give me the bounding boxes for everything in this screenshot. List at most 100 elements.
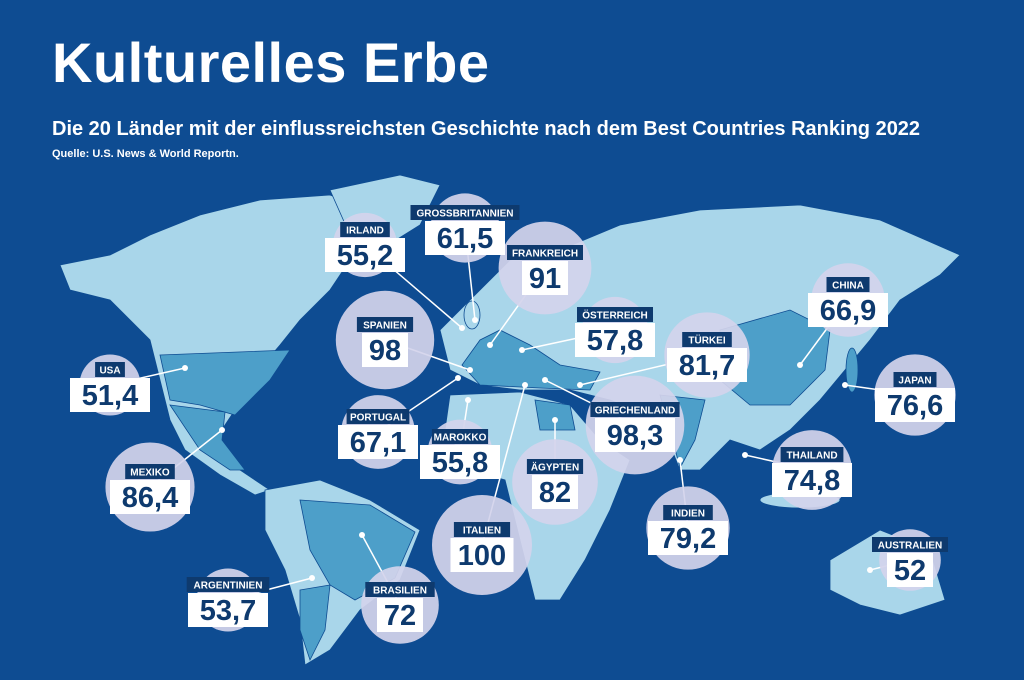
value-label: 67,1 <box>350 427 406 459</box>
value-label: 98,3 <box>607 420 663 452</box>
country-name: ÄGYPTEN <box>531 461 579 474</box>
value-label: 55,2 <box>337 240 393 272</box>
mexico-shape <box>169 404 246 471</box>
value-label: 51,4 <box>82 380 138 412</box>
value-box <box>325 238 405 272</box>
anchor-dot <box>867 567 873 573</box>
name-box <box>95 362 125 377</box>
value-box <box>875 388 955 422</box>
value-box <box>595 418 675 452</box>
value-box <box>362 333 408 367</box>
anchor-dot <box>519 347 525 353</box>
anchor-dot <box>542 377 548 383</box>
country-name: IRLAND <box>346 226 384 237</box>
name-box <box>507 245 583 260</box>
country-name: CHINA <box>832 281 864 292</box>
value-box <box>110 480 190 514</box>
country-name: GRIECHENLAND <box>595 406 676 417</box>
anchor-dot <box>465 397 471 403</box>
country-name: SPANIEN <box>363 321 407 332</box>
uk-shape <box>463 300 481 330</box>
country-name: USA <box>99 366 120 377</box>
country-name: TÜRKEI <box>688 334 725 347</box>
value-box <box>522 261 568 295</box>
anchor-dot <box>797 362 803 368</box>
value-box <box>648 521 728 555</box>
name-box <box>356 317 414 332</box>
anchor-dot <box>309 575 315 581</box>
anchor-dot <box>522 382 528 388</box>
name-box <box>125 464 175 479</box>
name-box <box>431 429 489 444</box>
value-label: 100 <box>458 540 506 572</box>
country-name: FRANKREICH <box>512 249 578 260</box>
europe-shape <box>461 329 601 391</box>
name-box <box>893 372 937 387</box>
value-label: 82 <box>539 477 571 509</box>
value-box <box>188 593 268 627</box>
value-box <box>338 425 418 459</box>
value-label: 53,7 <box>200 595 256 627</box>
anchor-dot <box>487 342 493 348</box>
egypt-shape <box>534 399 576 431</box>
name-box <box>365 582 435 597</box>
name-box <box>526 459 584 474</box>
bubbles: USA 51,4 IRLAND 55,2 GROSSBRITANNIEN 61,5 FRAN… <box>70 193 956 644</box>
value-box <box>575 323 655 357</box>
name-box <box>346 409 410 424</box>
value-box <box>377 598 423 632</box>
anchor-dot <box>359 532 365 538</box>
country-name: BRASILIEN <box>373 586 427 597</box>
argentina-shape <box>299 584 331 662</box>
name-box <box>682 332 732 347</box>
value-box <box>772 463 852 497</box>
value-box <box>667 348 747 382</box>
name-box <box>577 307 653 322</box>
country-name: ARGENTINIEN <box>194 581 263 592</box>
country-name: AUSTRALIEN <box>878 541 942 552</box>
title: Kulturelles Erbe <box>52 31 490 94</box>
name-box <box>340 222 390 237</box>
country-name: ITALIEN <box>463 526 501 537</box>
value-label: 81,7 <box>679 350 735 382</box>
source: Quelle: U.S. News & World Reportn. <box>52 148 239 160</box>
name-box <box>410 205 520 220</box>
value-box <box>532 475 578 509</box>
value-label: 57,8 <box>587 325 643 357</box>
value-label: 79,2 <box>660 523 716 555</box>
anchor-dot <box>552 417 558 423</box>
anchor-dot <box>577 382 583 388</box>
value-label: 72 <box>384 600 416 632</box>
country-name: THAILAND <box>786 451 837 462</box>
name-box <box>663 505 713 520</box>
value-label: 52 <box>894 555 926 587</box>
anchor-dot <box>467 367 473 373</box>
name-box <box>826 277 870 292</box>
value-box <box>425 221 505 255</box>
country-name: GROSSBRITANNIEN <box>416 209 513 220</box>
name-box <box>590 402 680 417</box>
value-label: 55,8 <box>432 447 488 479</box>
value-label: 86,4 <box>122 482 178 514</box>
value-label: 91 <box>529 263 561 295</box>
anchor-dot <box>742 452 748 458</box>
name-box <box>872 537 948 552</box>
country-name: INDIEN <box>671 509 705 520</box>
anchor-dot <box>677 457 683 463</box>
japan-shape <box>845 347 859 393</box>
country-name: JAPAN <box>898 376 931 387</box>
name-box <box>780 447 844 462</box>
usa-shape <box>159 349 291 416</box>
anchor-dot <box>455 375 461 381</box>
country-name: ÖSTERREICH <box>582 309 648 322</box>
anchor-dot <box>219 427 225 433</box>
name-box <box>186 577 270 592</box>
value-box <box>887 553 933 587</box>
value-box <box>420 445 500 479</box>
anchor-dot <box>842 382 848 388</box>
anchor-dot <box>472 317 478 323</box>
anchor-dot <box>459 325 465 331</box>
value-label: 61,5 <box>437 223 493 255</box>
